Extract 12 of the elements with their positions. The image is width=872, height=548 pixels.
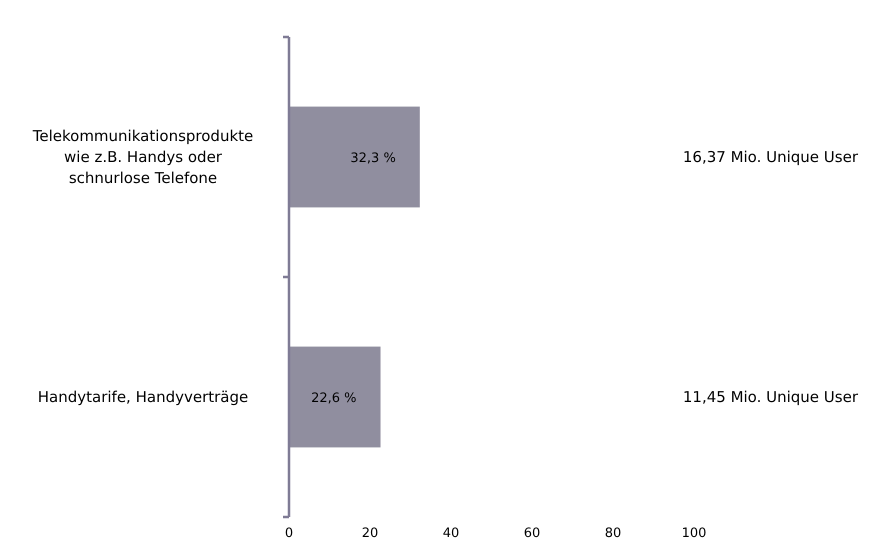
annotation: 16,37 Mio. Unique User xyxy=(682,148,859,166)
data-label: 32,3 % xyxy=(350,151,396,166)
y-tick-label: Telekommunikationsprodukte wie z.B. Handys oder schnurlose Telefone xyxy=(32,127,254,187)
x-tick-label: 20 xyxy=(362,526,378,541)
x-tick-label: 60 xyxy=(524,526,540,541)
x-tick-label: 40 xyxy=(442,526,460,541)
data-label: 22,6 % xyxy=(311,391,357,406)
annotation: 11,45 Mio. Unique User xyxy=(682,388,859,406)
x-tick-label: 0 xyxy=(284,526,294,541)
y-tick-label: Handytarife, Handyverträge xyxy=(38,388,248,406)
x-tick-label: 100 xyxy=(682,526,706,541)
x-tick-label: 80 xyxy=(604,526,622,541)
